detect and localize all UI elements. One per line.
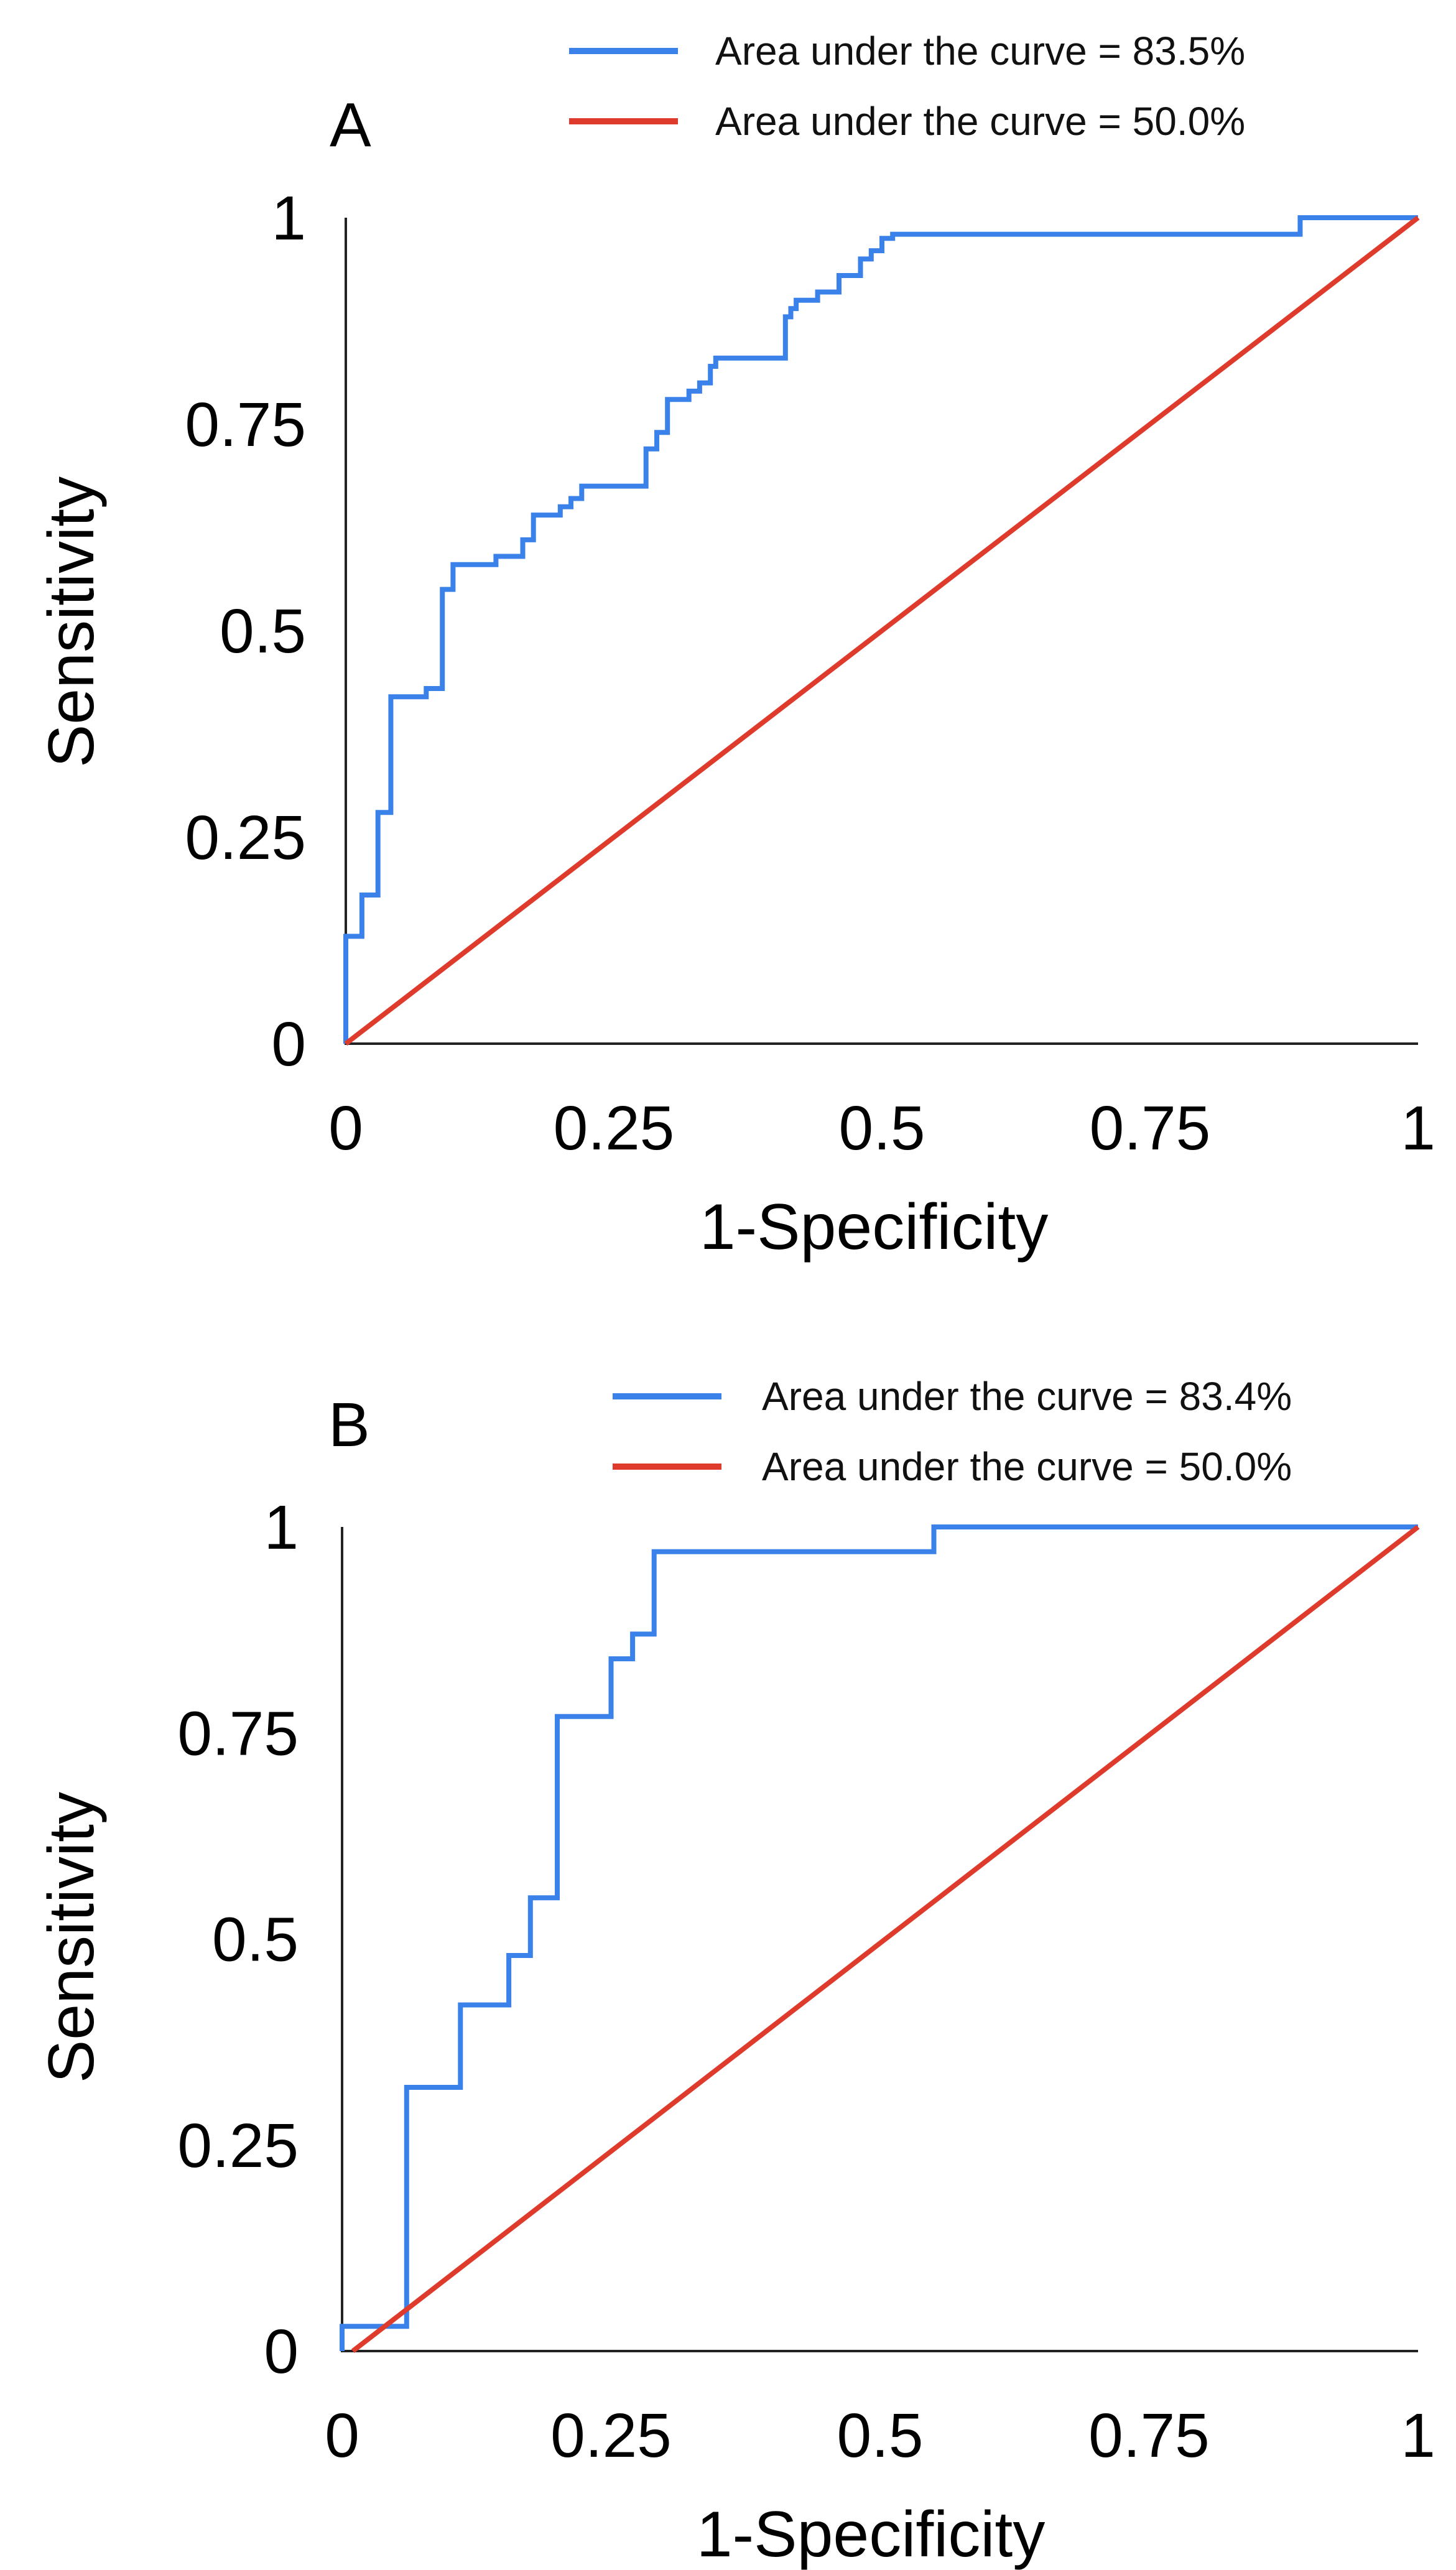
panel-b-legend: Area under the curve = 83.4% Area under t…: [613, 1374, 1292, 1489]
panel-b-y-tick-label: 1: [264, 1493, 299, 1562]
panel-b-x-tick-label: 1: [1401, 2401, 1435, 2470]
panel-b-chart: 0 0.25 0.5 0.75 1 0 0.25 0.5 0.75 1 1-Specificity S…: [35, 1374, 1435, 2570]
panel-b-x-tick-label: 0: [325, 2401, 359, 2470]
panel-a-y-tick-label: 0.75: [185, 390, 306, 460]
panel-a-x-tick-label: 1: [1401, 1093, 1435, 1163]
panel-a-legend-entry: Area under the curve = 83.5%: [715, 29, 1245, 73]
panel-b-x-tick-label: 0.5: [837, 2401, 923, 2470]
panel-b-x-axis-label: 1-Specificity: [697, 2498, 1046, 2570]
panel-a-x-axis-label: 1-Specificity: [700, 1191, 1049, 1263]
panel-a-legend-entry: Area under the curve = 50.0%: [715, 99, 1245, 144]
panel-a-y-axis-label: Sensitivity: [35, 476, 108, 768]
panel-b-legend-entry: Area under the curve = 83.4%: [762, 1374, 1292, 1419]
panel-a-series-reference-line: [344, 215, 1420, 1046]
panel-b-y-axis-label: Sensitivity: [35, 1792, 108, 2083]
panel-b-legend-entry: Area under the curve = 50.0%: [762, 1444, 1292, 1489]
panel-b-panel-label: B: [328, 1390, 370, 1460]
panel-a-y-tick-label: 1: [271, 183, 306, 253]
panel-a-x-tick-label: 0.25: [554, 1093, 675, 1163]
panel-a-y-tick-label: 0.5: [220, 596, 306, 666]
panel-b-series-roc-curve: [340, 1524, 1418, 2351]
panel-a-x-tick-label: 0.5: [838, 1093, 925, 1163]
panel-a-y-tick-label: 0.25: [185, 803, 306, 873]
panel-b-y-tick-label: 0.75: [177, 1699, 299, 1768]
panel-a-legend: Area under the curve = 83.5% Area under t…: [569, 29, 1245, 144]
panel-a-series-roc-curve: [343, 215, 1418, 1044]
panel-b-x-tick-label: 0.25: [550, 2401, 672, 2470]
panel-b-y-tick-label: 0.25: [177, 2111, 299, 2181]
panel-a-x-tick-label: 0.75: [1090, 1093, 1211, 1163]
panel-a-y-tick-label: 0: [271, 1009, 306, 1079]
panel-b-x-tick-label: 0.75: [1088, 2401, 1210, 2470]
panel-a-x-tick-label: 0: [328, 1093, 363, 1163]
panel-a-panel-label: A: [330, 90, 371, 160]
panel-a-chart: 0 0.25 0.5 0.75 1 0 0.25 0.5 0.75 1 1-Specificity S…: [35, 29, 1435, 1263]
panel-b-y-tick-label: 0: [264, 2317, 299, 2387]
panel-b-series-reference-line: [351, 1524, 1420, 2354]
panel-b-y-tick-label: 0.5: [212, 1905, 299, 1975]
